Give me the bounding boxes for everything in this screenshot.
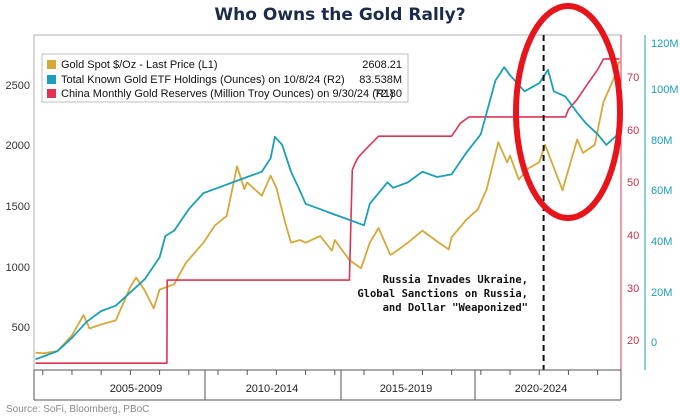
highlight-ellipse <box>513 3 623 221</box>
left-tick-label: 2500 <box>6 80 30 92</box>
x-tick-marks <box>42 370 599 375</box>
right-outer-tick-label: 100M <box>651 84 679 96</box>
right-outer-tick-label: 0 <box>651 337 657 349</box>
right-inner-tick-label: 60 <box>627 125 639 137</box>
legend-label-gold: Gold Spot $/Oz - Last Price (L1) <box>61 59 218 71</box>
right-outer-tick-label: 20M <box>651 287 672 299</box>
legend-value-gold: 2608.21 <box>362 59 402 71</box>
legend-value-etf: 83.538M <box>359 74 402 86</box>
left-tick-label: 2000 <box>6 140 30 152</box>
annotation-text: Russia Invades Ukraine, Global Sanctions… <box>357 274 528 314</box>
x-category-label: 2005-2009 <box>110 383 163 395</box>
x-category-label: 2015-2019 <box>380 383 433 395</box>
right-inner-tick-label: 40 <box>627 230 639 242</box>
left-tick-label: 1500 <box>6 201 30 213</box>
left-axis: 500 1000 1500 2000 2500 <box>6 80 30 334</box>
legend-value-china: 72.80 <box>374 88 402 100</box>
legend-label-china: China Monthly Gold Reserves (Million Tro… <box>61 88 394 100</box>
right-inner-tick-label: 50 <box>627 177 639 189</box>
right-outer-tick-label: 80M <box>651 135 672 147</box>
right-inner-axis: 20 30 40 50 60 70 <box>620 35 639 370</box>
legend-swatch-china <box>47 89 56 98</box>
left-tick-label: 1000 <box>6 262 30 274</box>
right-outer-tick-label: 120M <box>651 38 679 50</box>
legend: Gold Spot $/Oz - Last Price (L1) 2608.21… <box>41 53 409 103</box>
right-inner-tick-label: 30 <box>627 283 639 295</box>
legend-swatch-etf <box>47 75 56 84</box>
right-outer-tick-label: 60M <box>651 185 672 197</box>
chart-title: Who Owns the Gold Rally? <box>214 5 465 25</box>
right-inner-tick-label: 20 <box>627 335 639 347</box>
right-outer-axis: 0 20M 40M 60M 80M 100M 120M <box>644 35 679 370</box>
right-outer-tick-label: 40M <box>651 236 672 248</box>
x-category-label: 2010-2014 <box>246 383 299 395</box>
annotation-line: Russia Invades Ukraine, <box>383 274 528 286</box>
source-note: Source: SoFi, Bloomberg, PBoC <box>6 404 149 415</box>
annotation-line: Global Sanctions on Russia, <box>357 288 528 300</box>
legend-label-etf: Total Known Gold ETF Holdings (Ounces) o… <box>61 74 345 86</box>
legend-swatch-gold <box>47 60 56 69</box>
annotation-line: and Dollar "Weaponized" <box>383 302 528 314</box>
x-category-label: 2020-2024 <box>515 383 568 395</box>
right-inner-tick-label: 70 <box>627 72 639 84</box>
legend-box <box>41 53 409 103</box>
series-layer <box>35 58 621 364</box>
x-axis: 2005-2009 2010-2014 2015-2019 2020-2024 <box>33 369 622 401</box>
series-line-gold-spot <box>35 60 621 355</box>
left-tick-label: 500 <box>12 322 30 334</box>
series-line-etf-holdings <box>35 66 619 361</box>
series-line-china-reserves <box>35 58 620 364</box>
